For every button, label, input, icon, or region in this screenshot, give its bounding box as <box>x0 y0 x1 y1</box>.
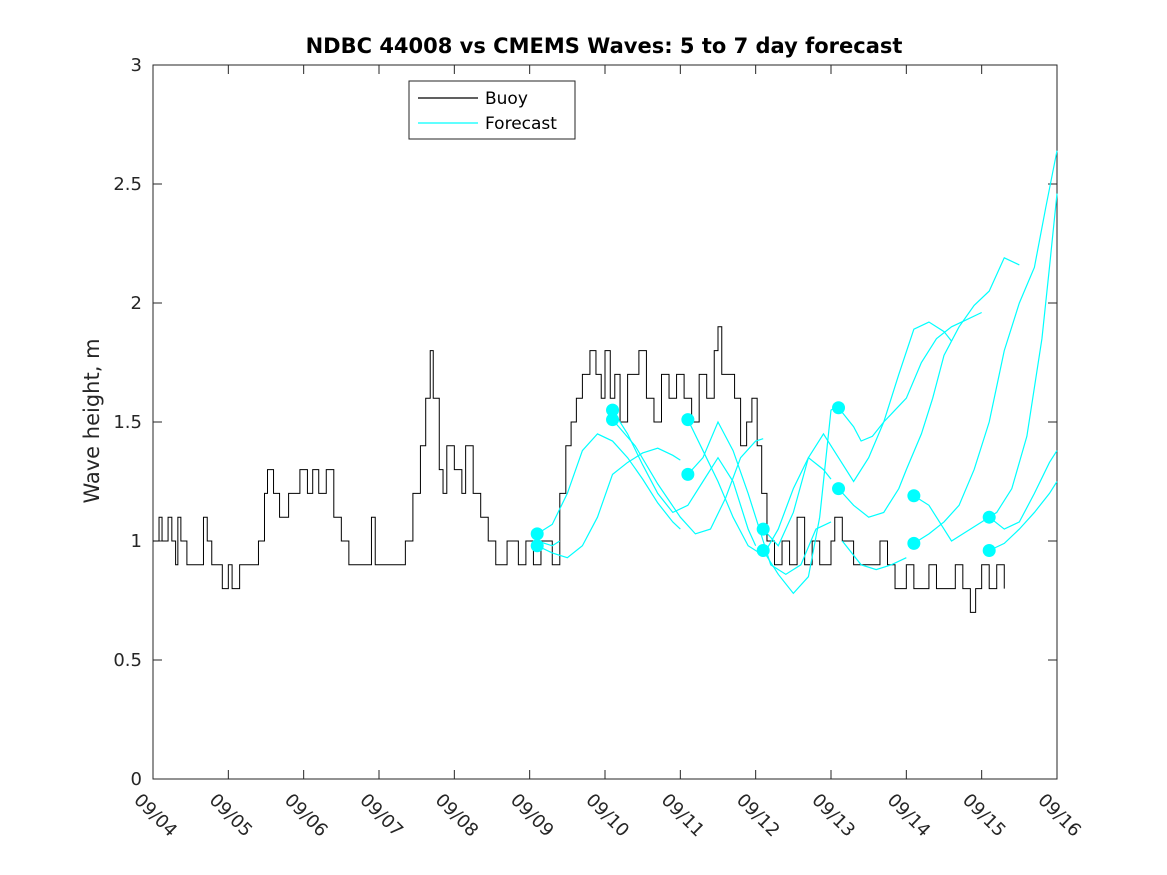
legend-box <box>408 80 576 140</box>
forecast-run-line <box>536 447 681 559</box>
forecast-start-marker <box>832 482 846 496</box>
y-axis-label: Wave height, m <box>80 338 104 503</box>
forecast-start-marker <box>606 413 620 427</box>
legend: Buoy Forecast <box>408 80 576 140</box>
legend-label: Forecast <box>485 114 557 134</box>
forecast-run-line <box>536 433 681 535</box>
forecast-run-line <box>988 450 1058 530</box>
y-tick-label: 0.5 <box>113 650 142 671</box>
forecast-start-marker <box>530 527 544 541</box>
forecast-run-line <box>762 321 953 547</box>
forecast-start-marker <box>756 544 770 558</box>
forecast-run-line <box>988 481 1058 552</box>
forecast-run-line <box>612 409 757 547</box>
series-layer <box>153 150 1058 613</box>
buoy-series-line <box>153 326 1005 613</box>
y-tick-label: 2.5 <box>113 174 142 195</box>
forecast-start-marker <box>606 403 620 417</box>
legend-label: Buoy <box>485 89 528 109</box>
forecast-start-marker <box>681 413 695 427</box>
forecast-run-line <box>612 419 764 535</box>
forecast-start-marker <box>982 510 996 524</box>
forecast-run-line <box>838 311 982 442</box>
forecast-run-line <box>841 540 907 571</box>
forecast-start-marker <box>907 536 921 550</box>
forecast-run-line <box>687 420 832 576</box>
y-tick-label: 1 <box>131 531 142 552</box>
forecast-start-marker <box>681 467 695 481</box>
chart-title: NDBC 44008 vs CMEMS Waves: 5 to 7 day fo… <box>306 34 903 58</box>
forecast-start-marker <box>982 544 996 558</box>
forecast-start-marker <box>832 401 846 415</box>
forecast-run-line <box>913 150 1058 544</box>
forecast-start-marker <box>907 489 921 503</box>
y-tick-label: 1.5 <box>113 412 142 433</box>
forecast-run-line <box>838 256 1020 518</box>
forecast-start-marker <box>756 522 770 536</box>
y-tick-label: 0 <box>131 769 142 790</box>
y-tick-label: 2 <box>131 293 142 314</box>
forecast-run-line <box>762 404 839 595</box>
y-tick-label: 3 <box>131 55 142 76</box>
forecast-start-marker <box>530 539 544 553</box>
